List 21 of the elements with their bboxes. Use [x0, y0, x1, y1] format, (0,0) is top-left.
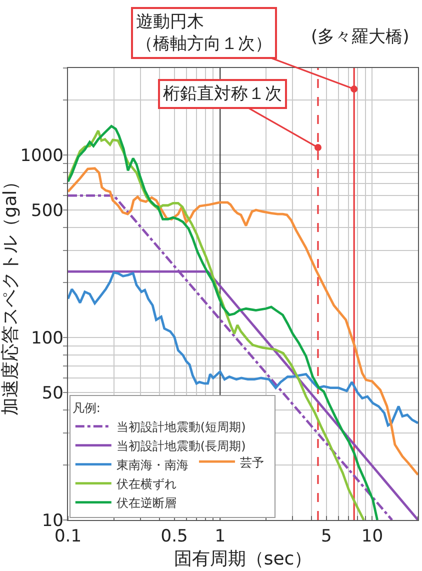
y-tick-label: 100 — [31, 328, 64, 348]
x-axis-title: 固有周期（sec） — [174, 548, 312, 570]
x-tick-label: 0.1 — [54, 526, 82, 546]
legend-label: 当初設計地震動(長周期) — [116, 438, 246, 453]
legend-label: 伏在逆断層 — [116, 496, 176, 510]
legend-title: 凡例: — [72, 400, 100, 415]
x-tick-label: 5 — [321, 526, 332, 546]
y-tick-label: 500 — [31, 200, 64, 221]
legend-label: 当初設計地震動(短周期) — [116, 420, 246, 434]
legend-label: 芸予 — [240, 455, 264, 470]
y-tick-label: 50 — [42, 383, 64, 404]
legend-label: 伏在横ずれ — [116, 476, 176, 491]
y-axis-title: 加速度応答スペクトル（gal） — [0, 172, 21, 416]
text: (多々羅大橋) — [311, 27, 410, 47]
y-tick-label: 1000 — [20, 146, 64, 166]
x-tick-label: 10 — [361, 526, 384, 546]
annotation: 遊動円木（橋軸方向１次） — [136, 12, 272, 54]
x-tick-label: 0.5 — [160, 526, 188, 546]
annotation: 桁鉛直対称１次 — [163, 84, 282, 104]
x-tick-label: 1 — [214, 526, 226, 546]
legend-label: 東南海・南海 — [116, 458, 188, 472]
